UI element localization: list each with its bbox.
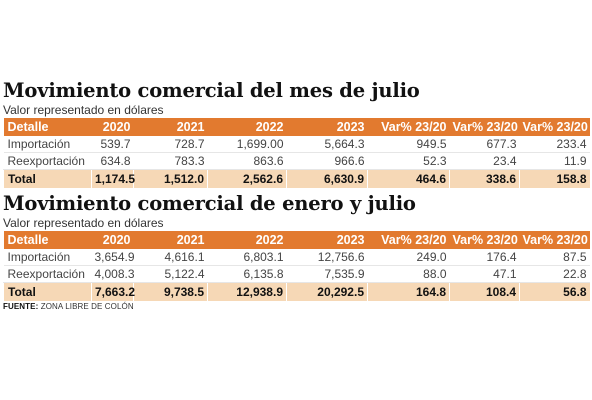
column-header: 2020 <box>102 233 131 247</box>
table-cell: 5,664.3 <box>286 136 368 153</box>
table-cell: 5,122.4 <box>133 265 208 283</box>
table-cell: 1,512.0 <box>133 169 208 188</box>
table-cell: 12,938.9 <box>207 282 287 301</box>
data-table: Detalle 2020 2021 2022 2023 Var% 23/20 V… <box>3 118 590 188</box>
row-label: Reexportación <box>3 265 92 283</box>
table-cell: 7,663.2 <box>91 282 135 301</box>
table-cell: 539.7 <box>91 136 134 153</box>
table-cell: 22.8 <box>519 265 590 283</box>
column-header: 2022 <box>255 233 284 247</box>
row-label: Importación <box>3 249 92 266</box>
table-cell: 677.3 <box>449 136 520 153</box>
table-row: Reexportación 634.8 783.3 863.6 966.6 52… <box>3 152 590 170</box>
table-cell: 158.8 <box>519 169 590 188</box>
source-note: FUENTE: ZONA LIBRE DE COLÓN <box>3 302 134 311</box>
column-header: 2020 <box>102 120 131 134</box>
table-cell: 176.4 <box>449 249 520 266</box>
table-header-row: Detalle 2020 2021 2022 2023 Var% 23/20 V… <box>3 231 590 249</box>
table-cell: 164.8 <box>367 282 450 301</box>
column-header: 2023 <box>336 233 365 247</box>
column-header: Detalle <box>7 233 49 247</box>
table-total-row: Total 1,174.5 1,512.0 2,562.6 6,630.9 46… <box>3 169 590 188</box>
row-label: Importación <box>3 136 92 153</box>
table-cell: 88.0 <box>367 265 450 283</box>
column-header: 2021 <box>176 120 205 134</box>
table-cell: 6,803.1 <box>207 249 287 266</box>
table-cell: 233.4 <box>519 136 590 153</box>
section-title: Movimiento comercial de enero y julio <box>3 192 416 215</box>
table-cell: 1,174.5 <box>91 169 135 188</box>
section-subtitle: Valor representado en dólares <box>3 216 164 230</box>
table-cell: 728.7 <box>133 136 208 153</box>
source-text: ZONA LIBRE DE COLÓN <box>40 302 134 311</box>
table-cell: 6,135.8 <box>207 265 287 283</box>
section-title: Movimiento comercial del mes de julio <box>3 79 420 102</box>
section-january-july: Movimiento comercial de enero y julio Va… <box>3 192 590 301</box>
table-row: Importación 539.7 728.7 1,699.00 5,664.3… <box>3 136 590 153</box>
table-cell: 4,008.3 <box>91 265 135 283</box>
table-row: Importación 3,654.9 4,616.1 6,803.1 12,7… <box>3 249 590 266</box>
table-cell: 87.5 <box>519 249 590 266</box>
row-label: Reexportación <box>3 152 92 170</box>
source-label: FUENTE: <box>3 302 39 311</box>
column-header: 2023 <box>336 120 365 134</box>
table-cell: 1,699.00 <box>207 136 287 153</box>
table-header-row: Detalle 2020 2021 2022 2023 Var% 23/20 V… <box>3 118 590 136</box>
table-cell: 52.3 <box>367 152 450 170</box>
table-cell: 863.6 <box>207 152 287 170</box>
table-cell: 56.8 <box>519 282 590 301</box>
table-cell: 12,756.6 <box>286 249 368 266</box>
table-cell: 20,292.5 <box>286 282 368 301</box>
table-cell: 7,535.9 <box>286 265 368 283</box>
section-subtitle: Valor representado en dólares <box>3 103 164 117</box>
column-header: Detalle <box>7 120 49 134</box>
table-cell: 634.8 <box>91 152 134 170</box>
table-cell: 338.6 <box>449 169 520 188</box>
column-header: Var% 23/20 <box>522 233 588 247</box>
column-header: 2022 <box>255 120 284 134</box>
table-total-row: Total 7,663.2 9,738.5 12,938.9 20,292.5 … <box>3 282 590 301</box>
table-cell: 6,630.9 <box>286 169 368 188</box>
table-cell: 47.1 <box>449 265 520 283</box>
table-cell: 783.3 <box>133 152 208 170</box>
table-cell: 966.6 <box>286 152 368 170</box>
table-cell: 4,616.1 <box>133 249 208 266</box>
section-july: Movimiento comercial del mes de julio Va… <box>3 79 590 188</box>
table-cell: 108.4 <box>449 282 520 301</box>
column-header: Var% 23/20 <box>381 120 447 134</box>
column-header: Var% 23/20 <box>452 120 518 134</box>
table-cell: 23.4 <box>449 152 520 170</box>
column-header: Var% 23/20 <box>522 120 588 134</box>
table-cell: 11.9 <box>519 152 590 170</box>
column-header: Var% 23/20 <box>381 233 447 247</box>
row-label: Total <box>3 169 92 188</box>
data-table: Detalle 2020 2021 2022 2023 Var% 23/20 V… <box>3 231 590 301</box>
table-cell: 249.0 <box>367 249 450 266</box>
table-cell: 2,562.6 <box>207 169 287 188</box>
table-cell: 464.6 <box>367 169 450 188</box>
table-cell: 949.5 <box>367 136 450 153</box>
table-cell: 9,738.5 <box>133 282 208 301</box>
table-cell: 3,654.9 <box>91 249 135 266</box>
row-label: Total <box>3 282 92 301</box>
column-header: 2021 <box>176 233 205 247</box>
column-header: Var% 23/20 <box>452 233 518 247</box>
table-row: Reexportación 4,008.3 5,122.4 6,135.8 7,… <box>3 265 590 283</box>
